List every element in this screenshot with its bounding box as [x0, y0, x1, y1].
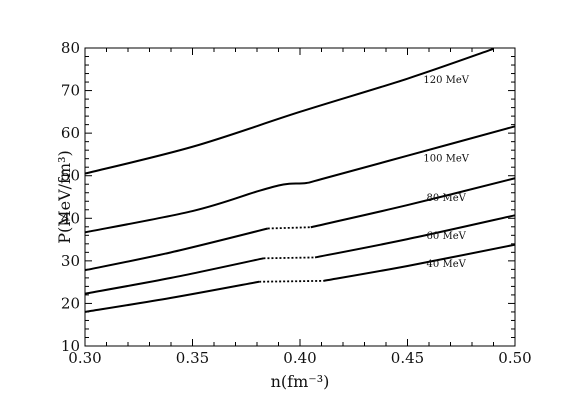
series-line-80-mev [310, 177, 516, 229]
series-line-60-mev [314, 214, 516, 259]
series-line-80-mev [84, 227, 268, 272]
series-line-80-mev-dotted [267, 226, 311, 230]
series-line-60-mev [84, 257, 264, 295]
series-line-40-mev [323, 243, 516, 282]
x-tick-label: 0.30 [68, 349, 101, 367]
y-tick-label: 60 [61, 124, 80, 142]
x-tick-label: 0.45 [391, 349, 424, 367]
series-label-60-mev: 60 MeV [427, 231, 467, 242]
series-label-100-mev: 100 MeV [423, 154, 469, 165]
series-label-40-mev: 40 MeV [427, 259, 467, 270]
axis-ticks [84, 47, 516, 347]
y-tick-label: 30 [61, 252, 80, 270]
series-line-40-mev-dotted [259, 279, 324, 283]
series-labels: 120 MeV 100 MeV 80 MeV 60 MeV 40 MeV [423, 75, 469, 270]
series-line-120-mev [84, 47, 494, 175]
series-line-100-mev [84, 125, 516, 234]
y-axis-label: P(MeV/fm³) [55, 150, 74, 244]
series-line-40-mev [84, 280, 260, 313]
x-tick-label: 0.40 [283, 349, 316, 367]
y-tick-label: 20 [61, 294, 80, 312]
y-tick-label: 40 [61, 209, 80, 227]
series-lines [84, 47, 516, 313]
tick-labels: 0.30 0.35 0.40 0.45 0.50 10 20 30 40 50 60 70 80 [61, 39, 532, 367]
y-tick-label: 10 [61, 337, 80, 355]
y-tick-label: 70 [61, 82, 80, 100]
series-label-80-mev: 80 MeV [427, 193, 467, 204]
x-axis-label: n(fm⁻³) [271, 372, 330, 391]
y-tick-label: 80 [61, 39, 80, 57]
series-label-120-mev: 120 MeV [423, 75, 469, 86]
series-line-60-mev-dotted [263, 256, 316, 260]
x-tick-label: 0.50 [498, 349, 531, 367]
x-tick-label: 0.35 [176, 349, 209, 367]
y-tick-label: 50 [61, 167, 80, 185]
